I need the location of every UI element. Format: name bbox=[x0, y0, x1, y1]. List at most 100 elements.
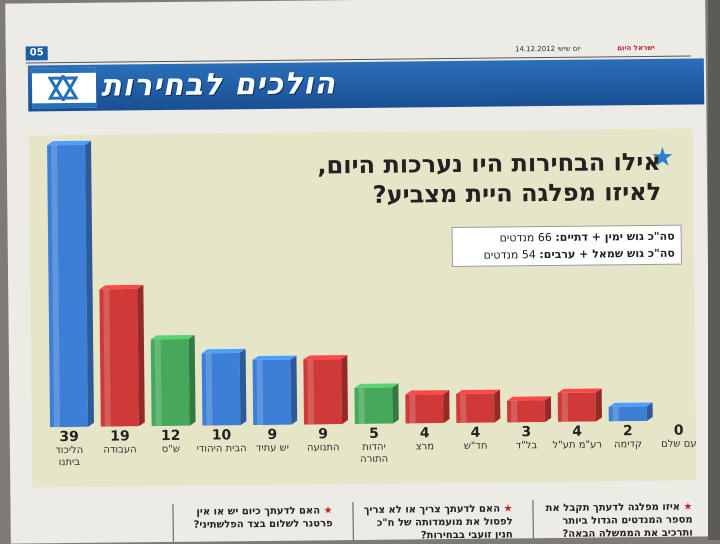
bar-value: 9 bbox=[318, 426, 329, 443]
left-bloc-value: 54 מנדטים bbox=[483, 248, 536, 262]
bar bbox=[456, 389, 501, 423]
newspaper-page: 0 5 יום שישי 14.12.2012 ישראל היום הולכים… bbox=[5, 0, 711, 544]
bar-category: רע"מ תע"ל bbox=[552, 439, 603, 451]
footer-question-2-text: האם לדעתך צריך או לא צריך לפסול את מועמד… bbox=[363, 503, 513, 542]
footer-question-1-text: איזו מפלגה לדעתך תקבל את מספר המנדטים הג… bbox=[545, 501, 693, 540]
bar-side bbox=[544, 396, 552, 423]
newspaper-brand: ישראל היום bbox=[617, 43, 655, 53]
bar-side bbox=[646, 402, 653, 421]
bar-highlight bbox=[460, 393, 467, 423]
israel-flag-icon bbox=[31, 67, 97, 109]
bar-value: 10 bbox=[211, 427, 232, 444]
bar-label: 2 קדימה bbox=[602, 423, 654, 452]
bar-value: 5 bbox=[368, 425, 379, 442]
divider bbox=[532, 500, 534, 539]
footer-question-3: ★ האם לדעתך כיום יש או אין פרטנר לשלום ב… bbox=[182, 504, 332, 532]
bar-category: ש"ס bbox=[161, 443, 181, 456]
bar bbox=[150, 334, 196, 427]
left-bloc-label: סה"כ גוש שמאל + ערבים: bbox=[539, 246, 675, 262]
bar-category: התנועה bbox=[306, 442, 340, 454]
question-line-2: לאיזו מפלגה היית מצביע? bbox=[372, 177, 662, 209]
issue-date: יום שישי 14.12.2012 bbox=[514, 44, 581, 54]
bar bbox=[405, 390, 450, 424]
question-line-1: אילו הבחירות היו נערכות היום, bbox=[317, 147, 662, 180]
bar-highlight bbox=[103, 289, 111, 427]
bar-value: 3 bbox=[521, 424, 532, 441]
bar-top bbox=[456, 389, 501, 395]
star-icon: ★ bbox=[500, 503, 513, 515]
bar-category: חד"ש bbox=[463, 440, 488, 452]
bar-value: 4 bbox=[572, 423, 583, 440]
bar-label: 19 העבודה bbox=[94, 428, 146, 457]
bar-front bbox=[354, 387, 393, 425]
bar-highlight bbox=[307, 359, 315, 425]
bar-top bbox=[608, 402, 653, 407]
bar-side bbox=[341, 355, 348, 425]
bar-highlight bbox=[409, 394, 416, 424]
bar-front bbox=[99, 288, 139, 427]
bar-label: 12 ש"ס bbox=[145, 428, 197, 457]
bar bbox=[99, 284, 145, 427]
bar-highlight bbox=[154, 339, 162, 427]
bar-highlight bbox=[358, 387, 365, 424]
bar bbox=[303, 355, 348, 425]
bar-highlight bbox=[205, 353, 213, 426]
left-bloc-total: סה"כ גוש שמאל + ערבים: 54 מנדטים bbox=[459, 245, 675, 264]
bar-label: 4 רע"מ תע"ל bbox=[551, 423, 603, 452]
bar-highlight bbox=[612, 406, 619, 422]
bar-category: קדימה bbox=[613, 439, 643, 451]
bar-category: יהדות התורה bbox=[360, 441, 389, 465]
section-banner: הולכים לבחירות bbox=[27, 58, 705, 112]
bar-front bbox=[252, 359, 292, 426]
bar-category: הבית היהודי bbox=[196, 443, 247, 455]
bar-front bbox=[608, 406, 647, 422]
bar-front bbox=[47, 144, 89, 428]
bar-value: 4 bbox=[419, 425, 430, 442]
bar-highlight bbox=[561, 392, 569, 422]
bar-side bbox=[392, 383, 399, 424]
bar-top bbox=[506, 396, 551, 401]
bar-label: 4 מרצ bbox=[399, 425, 451, 454]
divider bbox=[172, 503, 174, 542]
bar-category: עם שלם bbox=[661, 438, 697, 450]
bar bbox=[354, 383, 399, 425]
bar-top bbox=[405, 390, 450, 395]
bar-side bbox=[188, 334, 196, 426]
bar-front bbox=[405, 394, 444, 424]
bar-label: 9 יש עתיד bbox=[246, 427, 298, 456]
footer-question-2: ★ האם לדעתך צריך או לא צריך לפסול את מוע… bbox=[362, 502, 513, 543]
bar bbox=[47, 140, 94, 428]
section-title: הולכים לבחירות bbox=[100, 66, 337, 104]
bloc-totals-box: סה"כ גוש ימין + דתיים: 66 מנדטים סה"כ גו… bbox=[451, 224, 682, 268]
page-edge bbox=[708, 0, 720, 540]
bar-label: 39 הליכוד ביתנו bbox=[43, 429, 95, 470]
bar-side bbox=[239, 348, 247, 426]
poll-question: אילו הבחירות היו נערכות היום, לאיזו מפלג… bbox=[261, 147, 662, 211]
bar bbox=[252, 355, 298, 426]
footer-question-1: ★ איזו מפלגה לדעתך תקבל את מספר המנדטים … bbox=[542, 501, 693, 542]
bar-label: 5 יהדות התורה bbox=[348, 426, 400, 467]
bar-top bbox=[150, 334, 195, 340]
bar-side bbox=[494, 389, 501, 423]
bar-category: מרצ bbox=[415, 441, 435, 453]
bar-value: 39 bbox=[59, 428, 79, 446]
bar-side bbox=[85, 140, 94, 427]
footer-question-3-text: האם לדעתך כיום יש או אין פרטנר לשלום בצד… bbox=[193, 505, 333, 531]
bar-category: יש עתיד bbox=[255, 442, 290, 455]
bar-top bbox=[47, 140, 92, 146]
bar-category: בל"ד bbox=[515, 440, 538, 452]
right-bloc-value: 66 מנדטים bbox=[499, 230, 552, 245]
bar-top bbox=[252, 355, 297, 361]
bar-value: 4 bbox=[470, 424, 481, 441]
bar-label: 10 הבית היהודי bbox=[195, 427, 247, 456]
bar-top bbox=[99, 284, 144, 290]
bar-category: הליכוד ביתנו bbox=[55, 444, 84, 469]
star-icon: ★ bbox=[320, 505, 333, 517]
bar-front bbox=[201, 352, 241, 426]
right-bloc-label: סה"כ גוש ימין + דתיים: bbox=[555, 229, 675, 244]
bar-side bbox=[595, 388, 602, 422]
bar-label: 4 חד"ש bbox=[449, 425, 501, 454]
bar-front bbox=[456, 393, 495, 423]
bar-side bbox=[137, 284, 145, 427]
bar-highlight bbox=[256, 359, 264, 426]
